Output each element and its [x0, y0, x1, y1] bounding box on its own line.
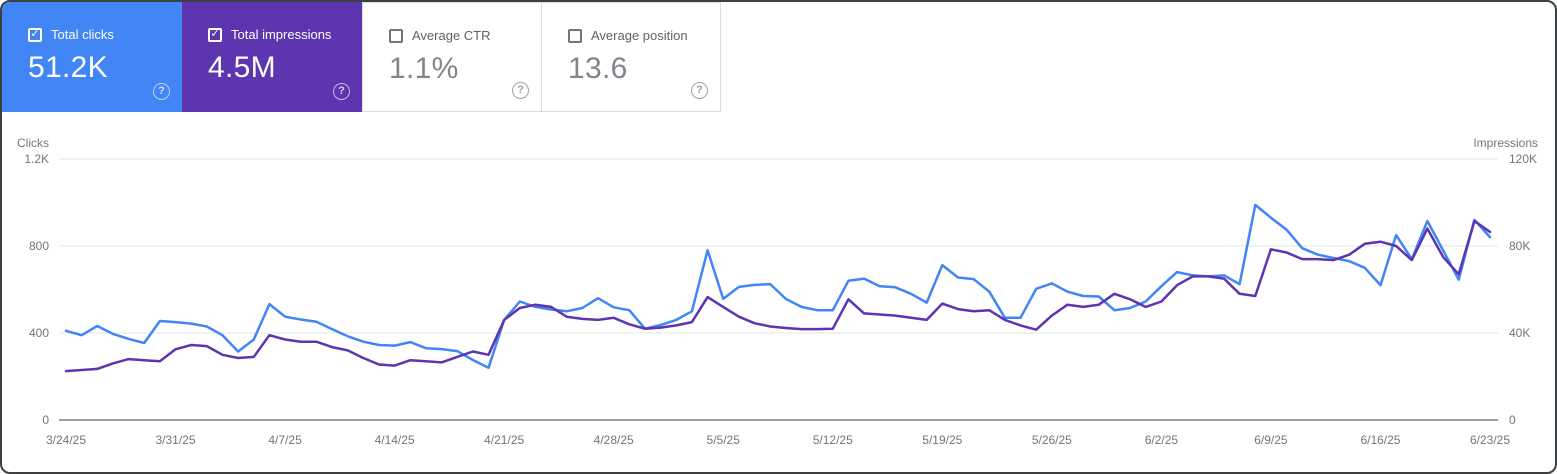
x-axis-date-label: 4/21/25 — [484, 433, 524, 447]
card-value: 1.1% — [389, 52, 459, 85]
help-icon[interactable]: ? — [512, 82, 529, 99]
x-axis-date-label: 3/24/25 — [46, 433, 86, 447]
clicks-line — [64, 203, 1492, 370]
x-axis-date-label: 4/28/25 — [594, 433, 634, 447]
card-value: 13.6 — [568, 52, 628, 85]
performance-chart: 1.2K 120K 800 80K 400 40K 0 0 Clicks Impressions 3… — [2, 132, 1555, 472]
right-axis-tick-label: 120K — [1509, 152, 1537, 166]
right-axis-title: Impressions — [1473, 136, 1538, 150]
card-average-position[interactable]: Average position 13.6 ? — [541, 2, 721, 112]
help-icon[interactable]: ? — [691, 82, 708, 99]
performance-chart-canvas: 1.2K 120K 800 80K 400 40K 0 0 Clicks Impressions 3… — [17, 136, 1538, 447]
checkbox-icon[interactable]: ✓ — [28, 27, 42, 42]
x-axis-date-label: 5/12/25 — [813, 433, 853, 447]
checkbox-icon[interactable]: ✓ — [208, 27, 222, 42]
x-axis-date-label: 6/23/25 — [1470, 433, 1510, 447]
left-axis-title: Clicks — [17, 136, 49, 150]
checkbox-icon[interactable] — [389, 28, 403, 43]
card-label: Total impressions — [231, 27, 332, 42]
chart-plot-hover-area[interactable] — [59, 139, 1498, 420]
card-value: 51.2K — [28, 51, 108, 84]
card-average-ctr[interactable]: Average CTR 1.1% ? — [362, 2, 542, 112]
x-axis-date-label: 6/2/25 — [1145, 433, 1179, 447]
x-axis-date-label: 4/7/25 — [268, 433, 302, 447]
right-axis-tick-label: 80K — [1509, 239, 1530, 253]
left-axis-tick-label: 400 — [29, 326, 49, 340]
x-axis-date-label: 6/16/25 — [1360, 433, 1400, 447]
card-label: Average position — [591, 28, 688, 43]
left-axis-tick-label: 800 — [29, 239, 49, 253]
help-icon[interactable]: ? — [153, 83, 170, 100]
x-axis-date-label: 5/19/25 — [922, 433, 962, 447]
left-axis-tick-label: 0 — [42, 413, 49, 427]
card-label: Total clicks — [51, 27, 114, 42]
x-axis-date-label: 6/9/25 — [1254, 433, 1288, 447]
x-axis-date-label: 5/5/25 — [707, 433, 741, 447]
right-axis-tick-label: 40K — [1509, 326, 1530, 340]
card-total-clicks[interactable]: ✓ Total clicks 51.2K ? — [2, 2, 182, 112]
x-axis-date-label: 5/26/25 — [1032, 433, 1072, 447]
checkbox-icon[interactable] — [568, 28, 582, 43]
left-axis-tick-label: 1.2K — [24, 152, 49, 166]
card-total-impressions[interactable]: ✓ Total impressions 4.5M ? — [182, 2, 362, 112]
x-axis-date-label: 4/14/25 — [375, 433, 415, 447]
help-icon[interactable]: ? — [333, 83, 350, 100]
metric-cards: ✓ Total clicks 51.2K ? ✓ Total impressio… — [2, 2, 721, 112]
card-value: 4.5M — [208, 51, 276, 84]
card-label: Average CTR — [412, 28, 491, 43]
impressions-line — [64, 219, 1492, 373]
right-axis-tick-label: 0 — [1509, 413, 1516, 427]
x-axis-date-label: 3/31/25 — [156, 433, 196, 447]
